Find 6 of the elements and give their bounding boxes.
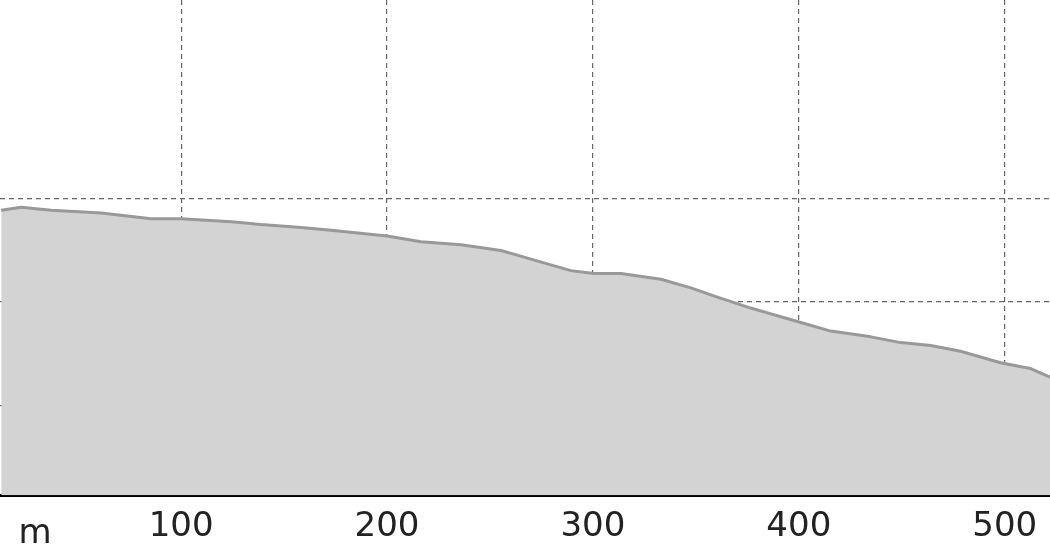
x-tick-label: 400 xyxy=(766,504,832,545)
x-axis-title: m xyxy=(18,510,52,551)
x-tick-label: 300 xyxy=(560,504,626,545)
x-tick-label: 100 xyxy=(148,504,214,545)
x-tick-label: 500 xyxy=(972,504,1038,545)
x-tick-label: 200 xyxy=(354,504,420,545)
